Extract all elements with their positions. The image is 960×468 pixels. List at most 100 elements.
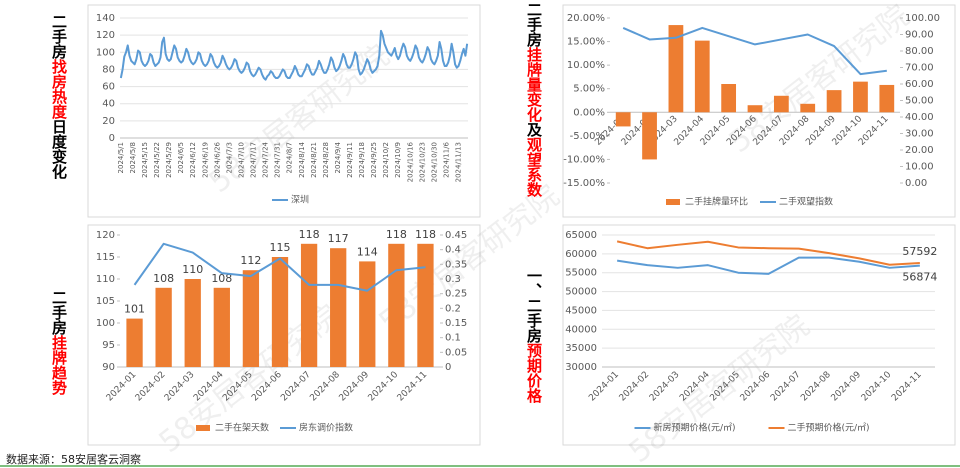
data-label: 112 <box>240 254 261 267</box>
side-title: 一、二手房预期价格 <box>525 268 543 403</box>
bar <box>853 81 868 113</box>
bar <box>184 279 201 367</box>
x-tick-label: 2024/8/21 <box>310 142 318 178</box>
x-tick-label: 2024/7/17 <box>250 142 258 178</box>
data-label: 108 <box>153 272 174 285</box>
y-tick-label: 20.00% <box>567 13 605 24</box>
x-tick-label: 2024-11 <box>890 370 924 404</box>
y-tick-label: 0 <box>109 133 115 144</box>
x-tick-label: 2024-09 <box>337 370 371 404</box>
data-label: 115 <box>270 241 291 254</box>
side-title: 二手房挂牌量变化及观望系数 <box>525 2 543 197</box>
bar <box>721 84 737 113</box>
legend-label: 二手挂牌量环比 <box>685 196 748 208</box>
bar <box>879 84 895 113</box>
legend-label: 新房预期价格(元/㎡) <box>654 422 736 434</box>
footer-rule <box>0 465 960 467</box>
y-tick-label: 60 <box>102 82 115 93</box>
x-tick-label: 2024/9/11 <box>346 142 354 178</box>
y2-tick-label: 100.00 <box>905 13 940 24</box>
y2-tick-label: 0.45 <box>445 230 467 241</box>
y-tick-label: 0.00% <box>573 107 605 118</box>
x-tick-label: 2024/7/3 <box>225 142 233 173</box>
y2-tick-label: 0.4 <box>445 245 461 256</box>
legend-label: 房东调价指数 <box>299 422 353 434</box>
x-tick-label: 2024/6/12 <box>189 142 197 178</box>
y2-tick-label: 0.05 <box>445 347 467 358</box>
y2-tick-label: 0.3 <box>445 274 461 285</box>
bar <box>271 257 289 367</box>
y2-tick-label: 70.00 <box>905 63 934 74</box>
data-label: 118 <box>415 228 436 241</box>
x-tick-label: 2024/5/22 <box>153 142 161 178</box>
side-title-part: 二手房 <box>50 14 68 59</box>
y-tick-label: -15.00% <box>563 178 605 189</box>
bar <box>359 261 376 367</box>
y-tick-label: 100 <box>96 318 115 329</box>
side-title-part: 及 <box>525 122 543 137</box>
x-tick-label: 2024-09 <box>830 370 864 404</box>
y-tick-label: 5.00% <box>573 84 605 95</box>
x-tick-label: 2024-10 <box>860 370 894 404</box>
x-tick-label: 2024-08 <box>799 370 833 404</box>
y2-tick-label: 0.35 <box>445 259 467 270</box>
y-tick-label: 40000 <box>565 324 597 335</box>
x-tick-label: 2024-07 <box>769 370 803 404</box>
y-tick-label: 50000 <box>565 287 597 298</box>
data-label: 110 <box>182 263 203 276</box>
panel-frame <box>87 4 481 218</box>
y-tick-label: 20 <box>102 116 115 127</box>
legend-label: 二手预期价格(元/㎡) <box>788 422 870 434</box>
bar <box>242 270 260 367</box>
y-tick-label: -5.00% <box>570 131 605 142</box>
side-title-part: 观望系数 <box>525 137 543 197</box>
data-label: 114 <box>357 245 378 258</box>
side-title-part: 日度变化 <box>50 119 68 179</box>
x-tick-label: 2024/10/30 <box>430 142 438 182</box>
y-tick-label: 105 <box>96 296 115 307</box>
bar <box>330 248 347 367</box>
x-tick-label: 2024/10/9 <box>394 142 402 178</box>
legend-label: 深圳 <box>291 195 309 206</box>
x-tick-label: 2024/10/2 <box>382 142 390 178</box>
x-tick-label: 2024-11 <box>396 370 430 404</box>
y2-tick-label: 60.00 <box>905 79 934 90</box>
y2-tick-label: 0.1 <box>445 333 461 344</box>
y-tick-label: 120 <box>96 30 115 41</box>
y-tick-label: 15.00% <box>567 37 605 48</box>
y-tick-label: 80 <box>102 64 115 75</box>
line-series <box>119 29 469 81</box>
x-tick-label: 2024/6/26 <box>213 141 221 177</box>
x-tick-label: 2024-08 <box>308 370 342 404</box>
bar <box>642 112 657 160</box>
bar <box>694 40 710 113</box>
y-tick-label: 90 <box>102 362 115 373</box>
y-tick-label: -10.00% <box>563 154 605 165</box>
y-tick-label: 140 <box>96 13 115 24</box>
x-tick-label: 2024-07 <box>279 370 313 404</box>
y-tick-label: 95 <box>102 340 115 351</box>
x-tick-label: 2024/8/28 <box>322 142 330 178</box>
x-tick-label: 2024/8/14 <box>298 141 306 177</box>
x-tick-label: 2024/11/13 <box>455 142 463 182</box>
panel-frame <box>562 4 956 218</box>
x-tick-label: 2024/8/7 <box>286 142 294 173</box>
bar <box>800 103 816 113</box>
data-label: 101 <box>124 303 145 316</box>
x-tick-label: 2024/5/1 <box>117 142 125 173</box>
side-title-part: 预期价格 <box>525 343 543 403</box>
x-tick-label: 2024/7/31 <box>274 142 282 178</box>
bar <box>615 112 631 127</box>
x-tick-label: 2024/5/29 <box>165 142 173 178</box>
data-label: 118 <box>299 228 320 241</box>
side-title-part: 二手房 <box>50 290 68 335</box>
x-tick-label: 2024-10 <box>367 370 401 404</box>
y-tick-label: 45000 <box>565 305 597 316</box>
x-tick-label: 2024/5/8 <box>129 142 137 173</box>
y-tick-label: 30000 <box>565 362 597 373</box>
x-tick-label: 2024/6/19 <box>201 142 209 178</box>
y-tick-label: 100 <box>96 47 115 58</box>
y2-tick-label: 50.00 <box>905 96 934 107</box>
